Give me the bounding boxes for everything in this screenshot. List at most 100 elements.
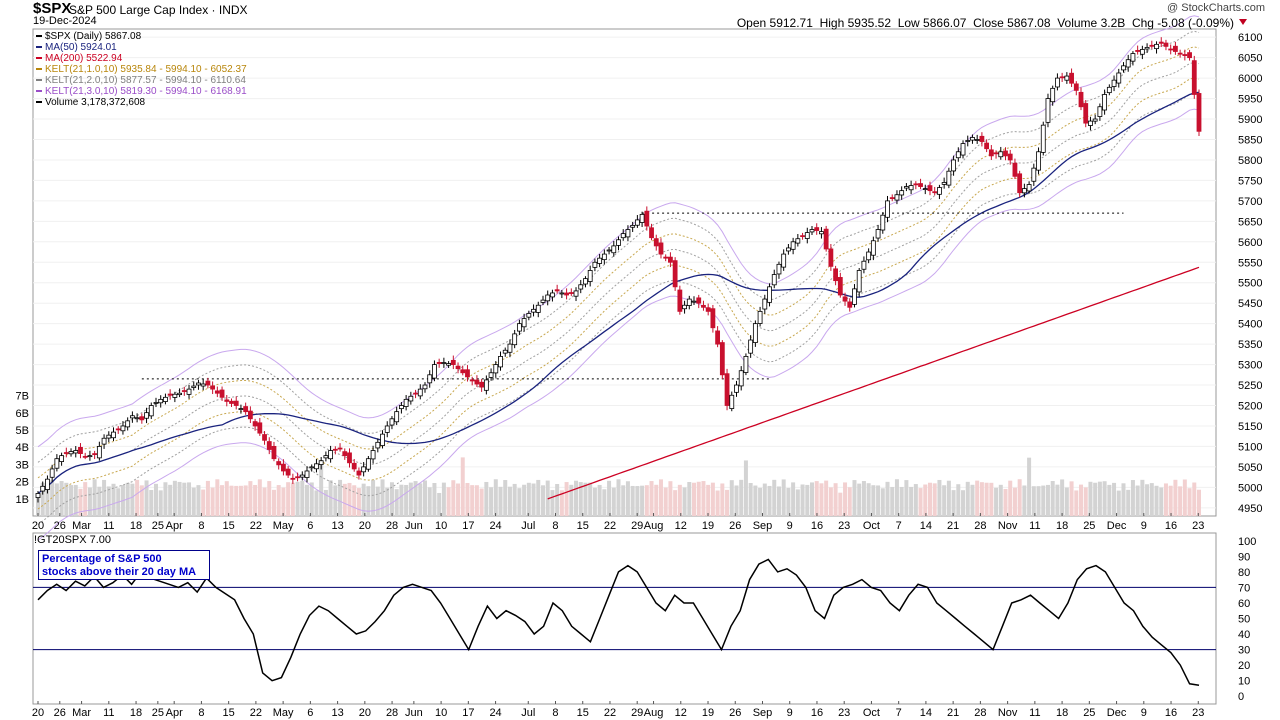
date-tick-label-bottom: 9: [787, 707, 793, 719]
candle-body: [403, 398, 409, 407]
volume-bar: [909, 486, 914, 516]
volume-bar: [375, 486, 380, 516]
volume-bar: [517, 488, 522, 516]
candle-body: [535, 304, 541, 313]
candle-body: [922, 188, 928, 191]
price-tick-label: 5850: [1238, 134, 1262, 146]
volume-bar: [758, 487, 763, 516]
candle-body: [941, 182, 947, 185]
volume-bar: [918, 488, 923, 516]
date-tick-label: 22: [250, 520, 262, 532]
candle-body: [842, 296, 848, 302]
candle-body: [186, 388, 192, 395]
candle-body: [795, 238, 801, 244]
date-tick-label-bottom: 13: [331, 707, 343, 719]
indicator-tick-label: 60: [1238, 598, 1250, 610]
volume-bar: [923, 484, 928, 516]
candle-body: [172, 393, 178, 398]
volume-bar: [267, 481, 272, 516]
date-tick-label: 23: [838, 520, 850, 532]
candle-body: [342, 451, 348, 457]
candle-body: [1111, 79, 1117, 87]
candle-body: [1050, 87, 1056, 103]
date-tick-label: 26: [54, 520, 66, 532]
date-tick-label-bottom: Oct: [863, 707, 880, 719]
volume-bar: [1050, 480, 1055, 516]
volume-bar: [876, 485, 881, 516]
volume-bar: [262, 487, 267, 516]
date-tick-label: 25: [1083, 520, 1095, 532]
volume-bar: [78, 488, 83, 516]
date-tick-label: 23: [1192, 520, 1204, 532]
volume-bar: [1145, 484, 1150, 516]
candle-body: [639, 213, 645, 223]
volume-bar: [243, 485, 248, 516]
candle-body: [809, 229, 815, 233]
candle-body: [247, 410, 253, 420]
volume-bar: [201, 489, 206, 516]
date-tick-label-bottom: 21: [947, 707, 959, 719]
volume-bar: [418, 483, 423, 516]
candle-body: [167, 393, 173, 396]
candle-body: [988, 149, 994, 157]
volume-bar: [1045, 484, 1050, 516]
volume-bar: [583, 482, 588, 516]
volume-bar: [484, 481, 489, 516]
date-tick-label-bottom: 11: [1029, 707, 1040, 719]
index-name: S&P 500 Large Cap Index · INDX: [69, 3, 248, 17]
volume-tick-label: 5B: [16, 425, 29, 437]
price-tick-label: 5100: [1238, 441, 1262, 453]
volume-bar: [531, 483, 536, 516]
candle-body: [224, 399, 230, 402]
volume-bar: [847, 487, 852, 516]
volume-bar: [805, 484, 810, 516]
down-arrow-icon: [1239, 19, 1247, 25]
info-line-1: Percentage of S&P 500: [42, 553, 162, 565]
volume-bar: [342, 483, 347, 516]
volume-bar: [281, 487, 286, 516]
volume-bar: [824, 480, 829, 516]
candle-body: [894, 194, 900, 201]
candle-body: [96, 446, 102, 459]
volume-bar: [951, 490, 956, 516]
volume-bar: [536, 479, 541, 516]
candle-body: [92, 453, 98, 456]
candle-body: [1073, 83, 1079, 91]
date-tick-label-bottom: 11: [103, 707, 114, 719]
date-tick-label: 6: [307, 520, 313, 532]
candle-body: [601, 253, 607, 261]
volume-bar: [701, 481, 706, 516]
candle-body: [1007, 153, 1013, 161]
price-tick-label: 5900: [1238, 114, 1262, 126]
open-value: 5912.71: [769, 16, 813, 30]
volume-bar: [611, 487, 616, 516]
price-tick-label: 5150: [1238, 421, 1262, 433]
volume-bar: [786, 487, 791, 516]
candle-body: [1187, 52, 1192, 59]
volume-bar: [356, 488, 361, 516]
date-tick-label: 12: [675, 520, 687, 532]
volume-bar: [994, 487, 999, 516]
date-tick-label-bottom: 29: [631, 707, 643, 719]
volume-bar: [989, 482, 994, 516]
volume-bar: [172, 480, 177, 516]
volume-bar: [248, 481, 253, 516]
volume-bar: [1107, 484, 1112, 516]
legend-item: KELT(21,3.0,10) 5819.30 - 5994.10 - 6168…: [36, 86, 247, 97]
candle-body: [729, 394, 735, 409]
date-tick-label: 28: [974, 520, 986, 532]
candle-body: [903, 186, 909, 189]
date-tick-label-bottom: 10: [435, 707, 447, 719]
volume-bar: [427, 487, 432, 516]
volume-bar: [413, 481, 418, 516]
volume-bar: [45, 487, 50, 516]
volume-bar: [451, 480, 456, 516]
candle-body: [748, 339, 754, 354]
candle-body: [1064, 75, 1070, 81]
volume-bar: [658, 479, 663, 516]
candle-body: [1130, 53, 1136, 62]
volume-bar: [1168, 485, 1173, 516]
price-tick-label: 5250: [1238, 380, 1262, 392]
volume-bar: [890, 487, 895, 516]
credit-label[interactable]: @ StockCharts.com: [1167, 2, 1265, 14]
